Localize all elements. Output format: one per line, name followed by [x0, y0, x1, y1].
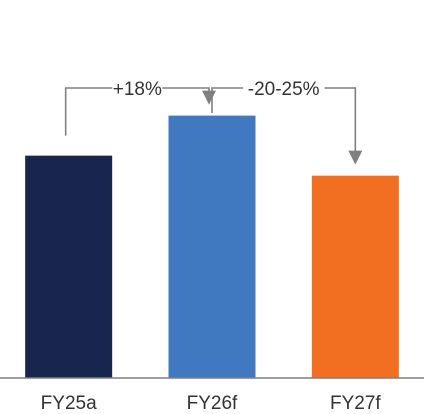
bracket-end-line-2 — [324, 88, 355, 155]
bars-group — [25, 116, 399, 378]
x-tick-label-fy26f: FY26f — [187, 393, 238, 414]
change-label-1: +18% — [113, 79, 162, 100]
bracket-start-line-1 — [66, 88, 113, 136]
bar-fy27f — [312, 176, 399, 378]
arrowhead-1 — [202, 91, 216, 105]
bar-fy25a — [25, 156, 112, 378]
bracket-start-line-2 — [212, 88, 243, 113]
x-tick-label-fy27f: FY27f — [330, 393, 381, 414]
bar-fy26f — [169, 116, 256, 378]
x-tick-label-fy25a: FY25a — [41, 393, 97, 414]
arrowhead-2 — [348, 151, 362, 165]
change-label-2: -20-25% — [248, 79, 320, 100]
x-tick-labels: FY25a FY26f FY27f — [41, 393, 382, 414]
bracket-end-line-1 — [162, 88, 209, 95]
